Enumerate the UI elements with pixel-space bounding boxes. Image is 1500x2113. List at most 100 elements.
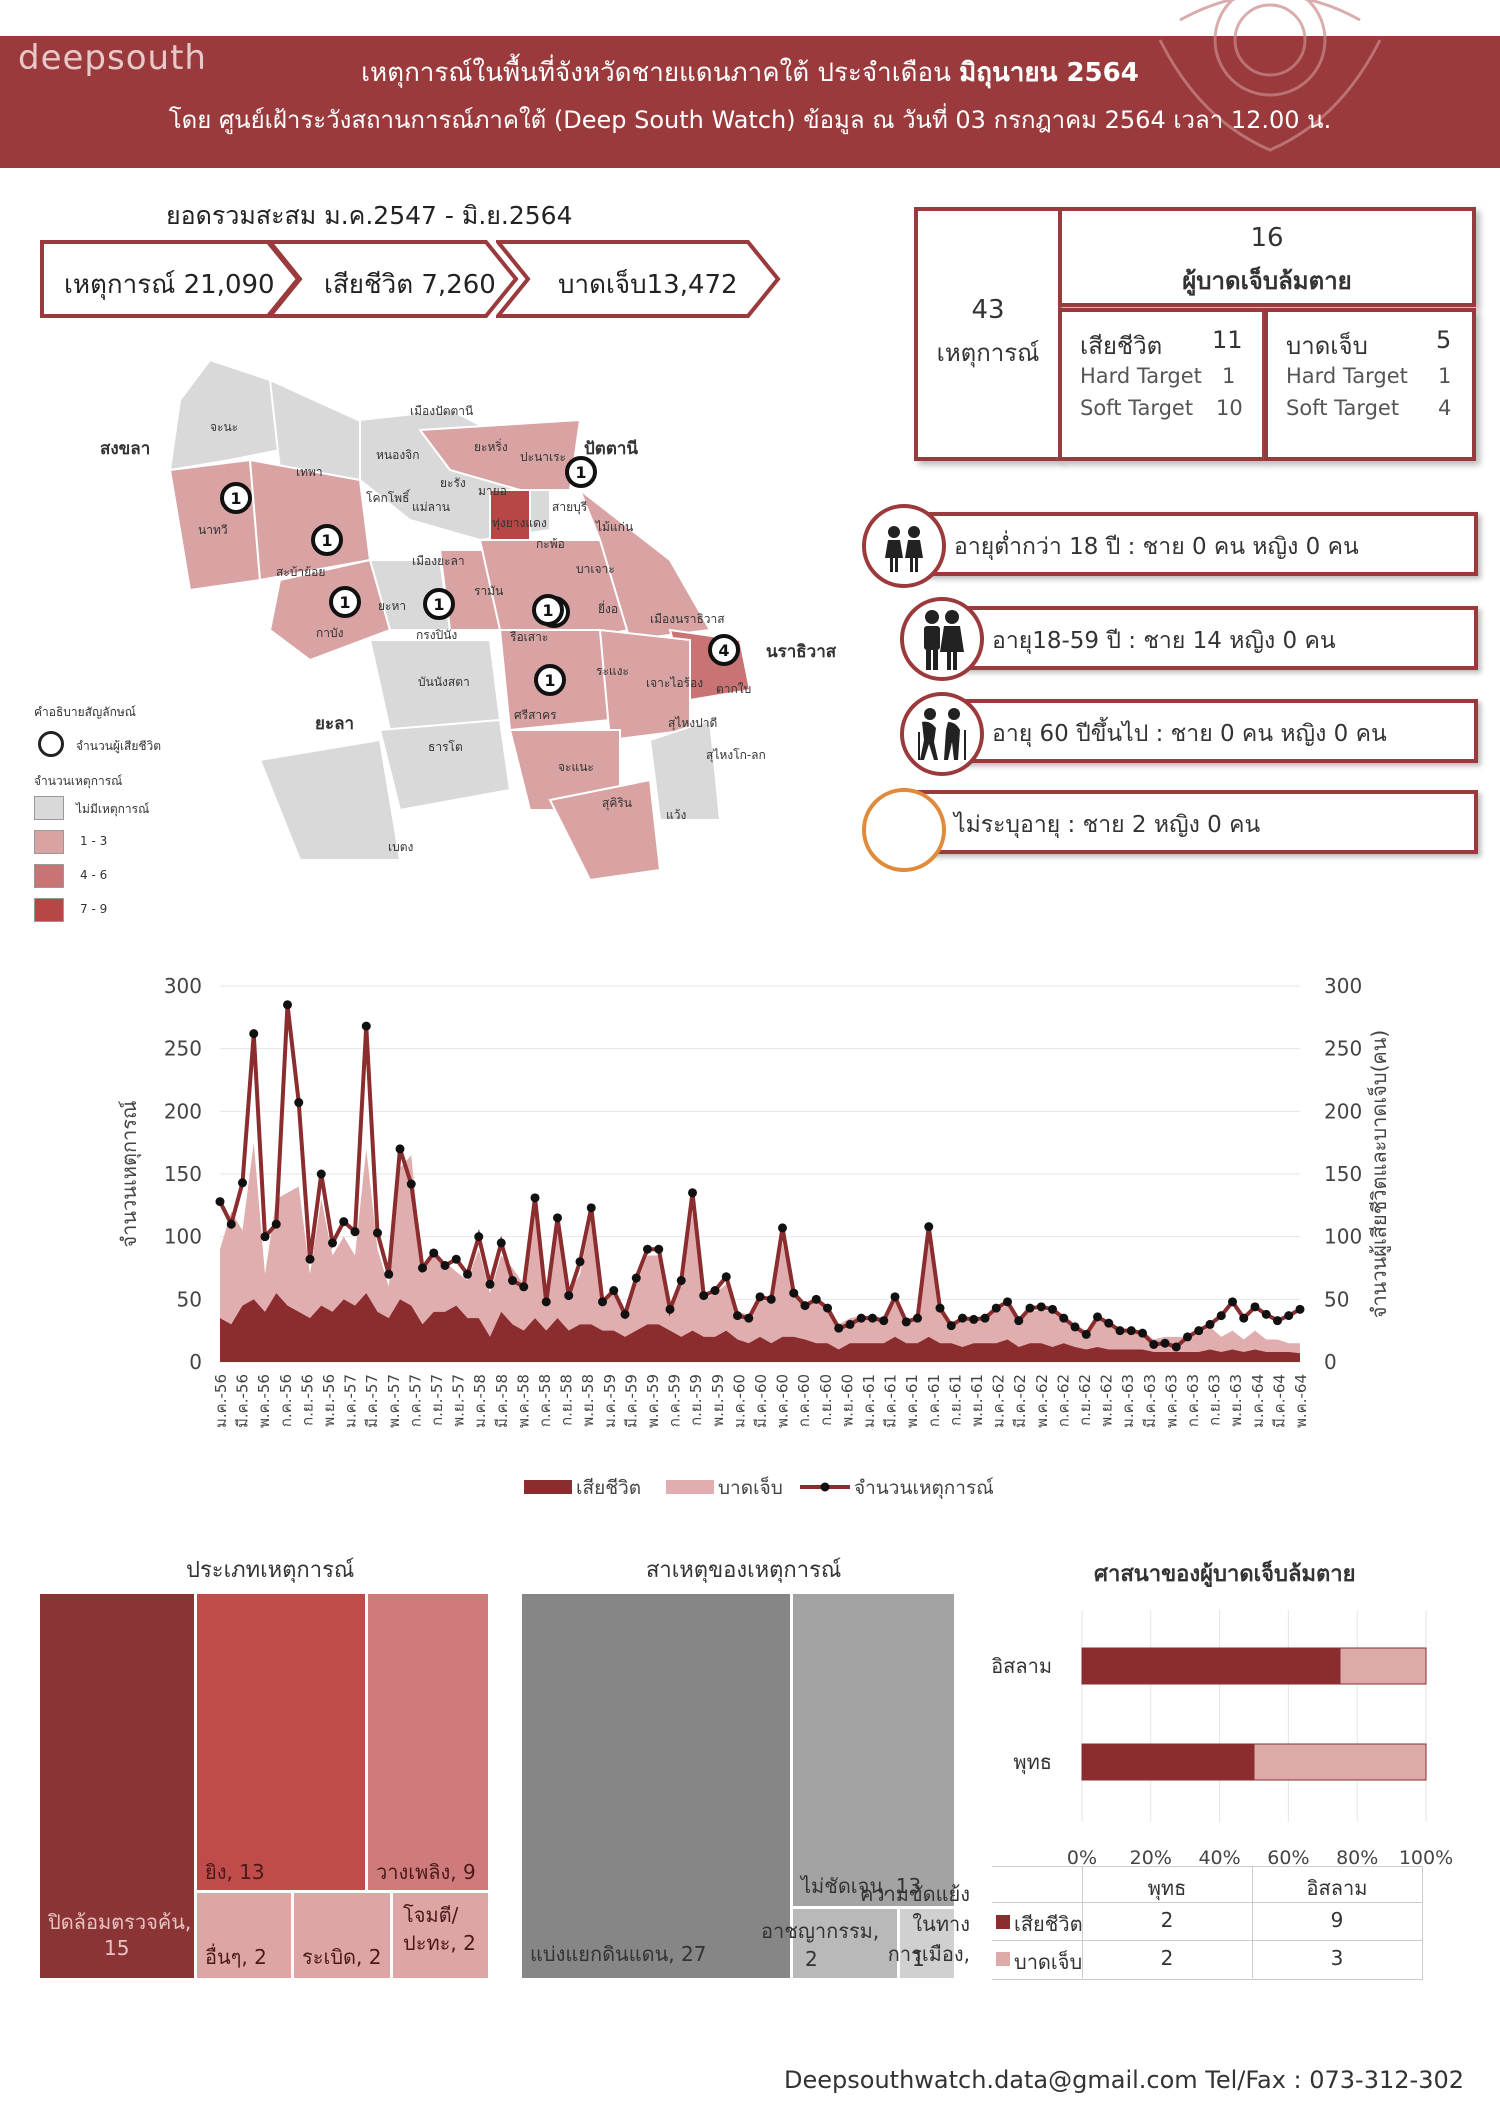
y-tick-left: 150 xyxy=(164,1162,202,1186)
event-point xyxy=(440,1260,450,1270)
district-label: รามัน xyxy=(474,584,504,598)
bar-injured xyxy=(1339,1647,1427,1685)
district-label: เมืองปัตตานี xyxy=(410,404,474,418)
x-tick-label: พ.ย.-61 xyxy=(968,1374,986,1427)
event-point xyxy=(755,1292,765,1302)
district-label: แว้ง xyxy=(666,808,687,822)
y-axis-label-right: จำนวนผู้เสียชีวิตและบาดเจ็บ(คน) xyxy=(1366,1030,1392,1319)
treemap-cell: ยิง, 13 xyxy=(197,1594,365,1890)
x-tick-label: ก.ค.-58 xyxy=(536,1374,554,1427)
event-point xyxy=(305,1254,315,1264)
event-point xyxy=(856,1313,866,1323)
district-label: ยะรัง xyxy=(440,476,466,490)
y-tick-left: 0 xyxy=(189,1350,202,1374)
y-tick-left: 200 xyxy=(164,1099,202,1123)
y-tick-right: 250 xyxy=(1324,1037,1362,1061)
event-point xyxy=(1070,1322,1080,1332)
x-tick-label: ก.ค.-63 xyxy=(1184,1374,1202,1427)
x-tick-label: มี.ค.-57 xyxy=(363,1374,381,1428)
x-tick-label: ม.ค.-60 xyxy=(730,1374,748,1428)
event-point xyxy=(800,1301,810,1311)
district-label: เจาะไอร้อง xyxy=(646,676,704,690)
x-tick-label: 0% xyxy=(1067,1847,1097,1869)
y-tick-right: 100 xyxy=(1324,1225,1362,1249)
event-point xyxy=(789,1288,799,1298)
event-point xyxy=(575,1257,585,1267)
x-tick-label: มี.ค.-62 xyxy=(1011,1374,1029,1428)
event-point xyxy=(215,1197,225,1207)
district-label: แม่ลาน xyxy=(412,500,450,514)
event-point xyxy=(1183,1332,1192,1342)
event-point xyxy=(721,1272,731,1282)
district-label: จะนะ xyxy=(210,420,239,434)
x-tick-label: พ.ย.-60 xyxy=(838,1374,856,1427)
x-tick-label: พ.ค.-58 xyxy=(514,1374,532,1428)
table-row-label: เสียชีวิต xyxy=(1014,1912,1083,1936)
event-point xyxy=(463,1269,472,1279)
event-point xyxy=(1149,1339,1159,1349)
legend-events-point xyxy=(820,1482,830,1492)
cumulative-events: เหตุการณ์ 21,090 xyxy=(40,240,300,318)
treemap-cell: อื่นๆ, 2 xyxy=(197,1893,291,1978)
x-tick-label: พ.ค.-57 xyxy=(385,1374,403,1428)
legend-events-label: จำนวนเหตุการณ์ xyxy=(854,1477,994,1500)
event-point xyxy=(935,1303,945,1313)
page-title: เหตุการณ์ในพื้นที่จังหวัดชายแดนภาคใต้ ปร… xyxy=(361,58,1139,88)
x-tick-label: ก.ย.-58 xyxy=(558,1374,576,1426)
age-row-60plus: อายุ 60 ปีขึ้นไป : ชาย 0 คน หญิง 0 คน xyxy=(930,699,1478,763)
deaths-breakdown-box: เสียชีวิต 11 Hard Target 1 Soft Target 1… xyxy=(1058,308,1266,461)
event-point xyxy=(384,1269,394,1279)
event-point xyxy=(553,1213,562,1223)
event-point xyxy=(418,1263,427,1273)
treemap-cell: แบ่งแยกดินแดน, 27 xyxy=(522,1594,790,1978)
cumulative-title: ยอดรวมสะสม ม.ค.2547 - มิ.ย.2564 xyxy=(166,201,573,230)
bar-deaths xyxy=(1081,1647,1341,1685)
event-point xyxy=(654,1244,664,1254)
event-point xyxy=(271,1219,281,1229)
district-label: สุไหงโก-ลก xyxy=(706,748,766,762)
event-point xyxy=(1003,1297,1012,1307)
map-betong xyxy=(258,738,402,861)
map-legend-1-3: 1 - 3 xyxy=(80,834,108,848)
x-tick-label: ม.ค.-56 xyxy=(212,1374,230,1428)
district-label: ไม้แก่น xyxy=(596,520,634,534)
event-point xyxy=(1160,1338,1170,1348)
event-point xyxy=(406,1179,416,1189)
event-point xyxy=(519,1282,529,1292)
map-sukhirin xyxy=(548,778,662,882)
events-summary-box: 43 เหตุการณ์ xyxy=(914,207,1062,461)
unknown-icon xyxy=(862,788,946,872)
district-label: สายบุรี xyxy=(552,500,588,514)
map-narathiwat-coast xyxy=(577,486,712,642)
legend-injured-label: บาดเจ็บ xyxy=(718,1475,783,1499)
map-legend-title: คำอธิบายสัญลักษณ์ xyxy=(34,705,136,719)
x-tick-label: 20% xyxy=(1130,1847,1172,1869)
x-tick-label: ม.ค.-63 xyxy=(1119,1374,1137,1428)
bar-injured xyxy=(1253,1743,1427,1781)
region-map xyxy=(168,358,752,882)
y-tick-left: 50 xyxy=(177,1287,202,1311)
event-point xyxy=(316,1169,326,1179)
event-point xyxy=(1081,1329,1091,1339)
district-label: กะพ้อ xyxy=(536,537,565,551)
district-label: รือเสาะ xyxy=(510,630,549,644)
x-tick-label: ก.ย.-57 xyxy=(428,1374,446,1426)
event-point xyxy=(1273,1316,1282,1326)
x-tick-label: ก.ย.-63 xyxy=(1206,1374,1224,1426)
map-legend-4-6: 4 - 6 xyxy=(80,868,108,882)
table-cell: 9 xyxy=(1330,1908,1344,1932)
event-point xyxy=(1104,1318,1114,1328)
y-tick-right: 300 xyxy=(1324,974,1362,998)
map-songkhla-jana xyxy=(168,358,282,472)
event-point xyxy=(328,1238,337,1248)
legend-swatch-mid xyxy=(34,864,64,888)
event-point xyxy=(631,1273,641,1283)
table-divider xyxy=(992,1902,1422,1903)
event-point xyxy=(913,1313,922,1323)
district-label: ศรีสาคร xyxy=(514,708,557,722)
age-row-18-59: อายุ18-59 ปี : ชาย 14 หญิง 0 คน xyxy=(930,606,1478,670)
event-point xyxy=(1093,1312,1102,1322)
age-row-under18: อายุต่ำกว่า 18 ปี : ชาย 0 คน หญิง 0 คน xyxy=(900,512,1478,576)
x-tick-label: ม.ค.-59 xyxy=(601,1374,619,1428)
cumulative-deaths: เสียชีวิต 7,260 xyxy=(268,240,518,318)
